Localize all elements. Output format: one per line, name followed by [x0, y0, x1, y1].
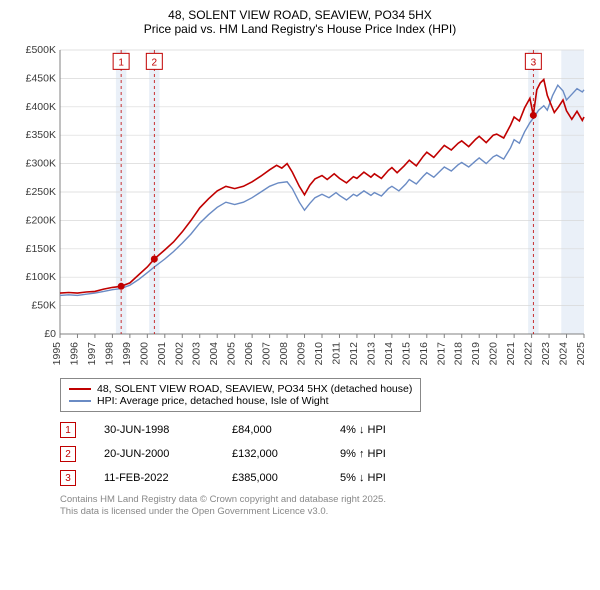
chart-title: 48, SOLENT VIEW ROAD, SEAVIEW, PO34 5HX … — [8, 8, 592, 36]
x-tick-label: 2016 — [418, 342, 430, 366]
x-tick-label: 2022 — [523, 342, 535, 366]
transaction-date: 30-JUN-1998 — [104, 424, 204, 436]
legend-item: 48, SOLENT VIEW ROAD, SEAVIEW, PO34 5HX … — [69, 383, 412, 395]
x-tick-label: 2013 — [365, 342, 377, 366]
x-tick-label: 2011 — [330, 342, 342, 365]
chart-svg: £0 £50K £100K £150K £200K £250K £300K £350K £400… — [8, 42, 592, 372]
x-tick-label: 2003 — [191, 342, 203, 366]
x-tick-label: 2023 — [540, 342, 552, 366]
transaction-diff: 4% ↓ HPI — [340, 424, 440, 436]
y-tick-label: £450K — [26, 72, 56, 84]
series-hpi — [60, 85, 584, 295]
y-tick-label: £250K — [26, 186, 56, 198]
x-tick-label: 2020 — [488, 342, 500, 366]
y-tick-label: £100K — [26, 271, 56, 283]
x-tick-label: 2024 — [558, 342, 570, 366]
transaction-marker: 3 — [60, 470, 76, 486]
transaction-date: 20-JUN-2000 — [104, 448, 204, 460]
marker-dot — [151, 256, 158, 263]
title-line2: Price paid vs. HM Land Registry's House … — [8, 22, 592, 36]
y-tick-label: £350K — [26, 129, 56, 141]
title-line1: 48, SOLENT VIEW ROAD, SEAVIEW, PO34 5HX — [8, 8, 592, 22]
x-tick-label: 1995 — [51, 342, 63, 366]
x-tick-label: 2009 — [296, 342, 308, 366]
x-tick-label: 2004 — [208, 342, 220, 366]
transactions-table: 1 30-JUN-1998 £84,000 4% ↓ HPI 2 20-JUN-2000 £… — [60, 422, 592, 486]
marker-dot — [118, 283, 125, 290]
legend-swatch — [69, 388, 91, 390]
marker-label: 2 — [152, 57, 158, 68]
price-chart: £0 £50K £100K £150K £200K £250K £300K £350K £400… — [8, 42, 592, 372]
x-tick-label: 2000 — [138, 342, 150, 366]
legend: 48, SOLENT VIEW ROAD, SEAVIEW, PO34 5HX … — [60, 378, 421, 412]
x-tick-label: 1999 — [121, 342, 133, 366]
attribution-line2: This data is licensed under the Open Gov… — [60, 506, 592, 518]
x-tick-label: 2017 — [435, 342, 447, 366]
transaction-price: £84,000 — [232, 424, 312, 436]
attribution-line1: Contains HM Land Registry data © Crown c… — [60, 494, 592, 506]
transaction-row: 1 30-JUN-1998 £84,000 4% ↓ HPI — [60, 422, 592, 438]
y-tick-label: £500K — [26, 44, 56, 56]
x-tick-label: 2015 — [400, 342, 412, 366]
x-tick-label: 1996 — [68, 342, 80, 366]
x-tick-label: 2014 — [383, 342, 395, 366]
legend-item: HPI: Average price, detached house, Isle… — [69, 395, 412, 407]
y-tick-label: £200K — [26, 214, 56, 226]
x-tick-label: 2012 — [348, 342, 360, 366]
x-tick-label: 2025 — [575, 342, 587, 366]
x-tick-label: 2005 — [226, 342, 238, 366]
transaction-row: 3 11-FEB-2022 £385,000 5% ↓ HPI — [60, 470, 592, 486]
x-tick-label: 2010 — [313, 342, 325, 366]
x-tick-label: 1998 — [103, 342, 115, 366]
transaction-diff: 9% ↑ HPI — [340, 448, 440, 460]
legend-label: 48, SOLENT VIEW ROAD, SEAVIEW, PO34 5HX … — [97, 383, 412, 395]
transaction-marker: 1 — [60, 422, 76, 438]
y-tick-label: £50K — [31, 300, 56, 312]
y-tick-label: £150K — [26, 243, 56, 255]
transaction-date: 11-FEB-2022 — [104, 472, 204, 484]
x-tick-label: 2007 — [261, 342, 273, 366]
y-tick-label: £400K — [26, 101, 56, 113]
series-property — [60, 80, 584, 294]
y-tick-label: £300K — [26, 158, 56, 170]
x-tick-label: 1997 — [86, 342, 98, 366]
legend-label: HPI: Average price, detached house, Isle… — [97, 395, 329, 407]
legend-swatch — [69, 400, 91, 402]
x-tick-label: 2018 — [453, 342, 465, 366]
transaction-marker: 2 — [60, 446, 76, 462]
x-tick-label: 2019 — [470, 342, 482, 366]
x-tick-label: 2001 — [156, 342, 168, 366]
y-tick-label: £0 — [44, 328, 56, 340]
marker-label: 1 — [118, 57, 124, 68]
transaction-row: 2 20-JUN-2000 £132,000 9% ↑ HPI — [60, 446, 592, 462]
x-tick-label: 2008 — [278, 342, 290, 366]
x-tick-label: 2002 — [173, 342, 185, 366]
attribution: Contains HM Land Registry data © Crown c… — [60, 494, 592, 519]
x-tick-label: 2006 — [243, 342, 255, 366]
transaction-diff: 5% ↓ HPI — [340, 472, 440, 484]
marker-dot — [530, 112, 537, 119]
transaction-price: £132,000 — [232, 448, 312, 460]
x-tick-label: 2021 — [505, 342, 517, 366]
transaction-price: £385,000 — [232, 472, 312, 484]
marker-label: 3 — [531, 57, 537, 68]
